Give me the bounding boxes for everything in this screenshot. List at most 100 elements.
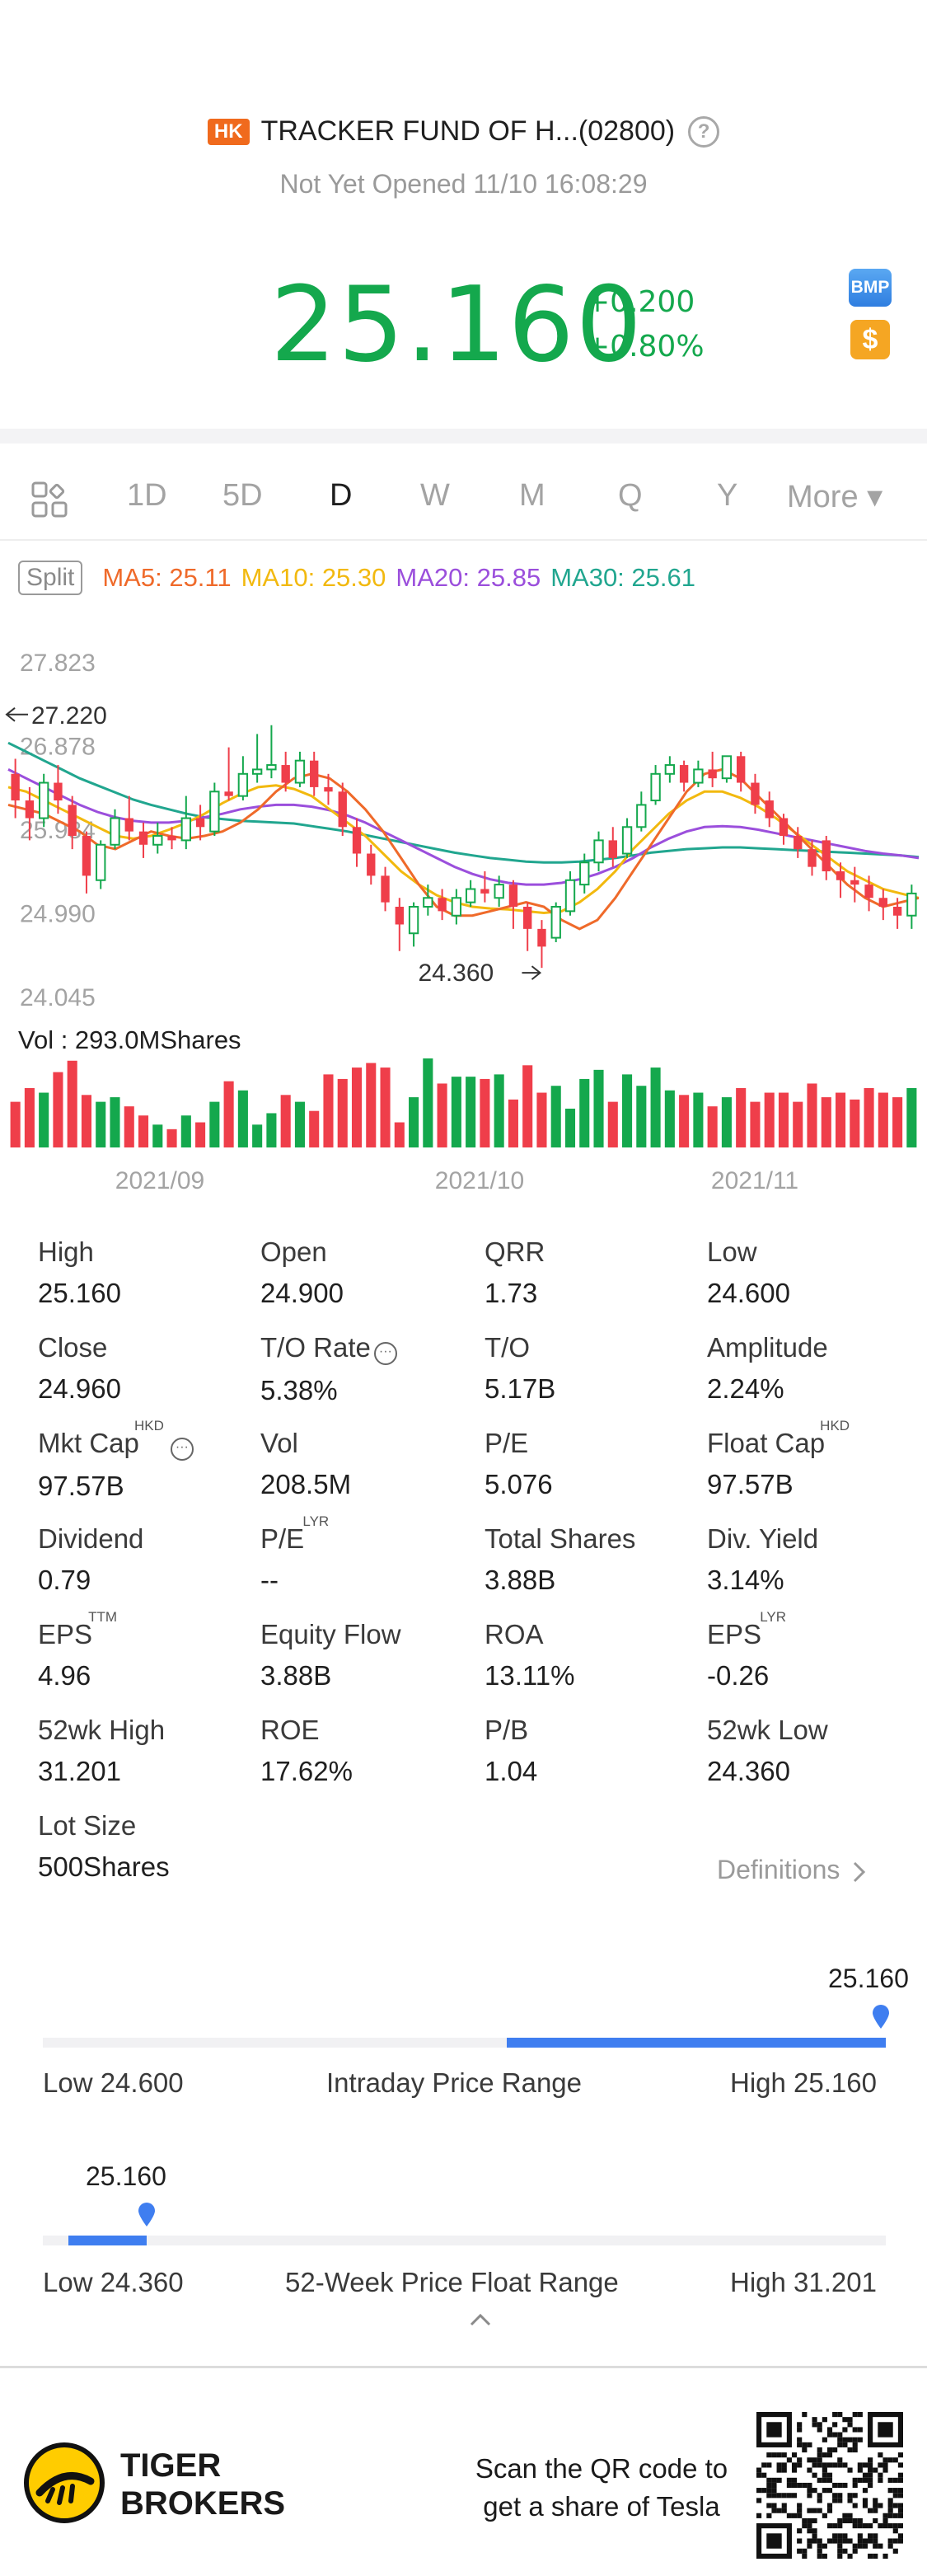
candle-body — [650, 772, 661, 802]
stat-item: Lot Size 500Shares — [38, 1810, 252, 1883]
week52-low-label: Low 24.360 — [43, 2267, 184, 2297]
candle-body — [124, 818, 133, 832]
tab-m[interactable]: M — [519, 478, 545, 513]
tab-5d[interactable]: 5D — [222, 478, 263, 513]
more-info-icon[interactable]: ··· — [373, 1341, 397, 1365]
candle-body — [209, 791, 220, 833]
stat-item: QRR 1.73 — [485, 1236, 699, 1309]
x-axis-label: 2021/09 — [115, 1167, 204, 1194]
candle-body — [737, 756, 746, 783]
candle-body — [54, 782, 63, 801]
low-annotation: 24.360 — [418, 960, 494, 987]
scan-line1: Scan the QR code to — [475, 2453, 728, 2484]
stat-item: Amplitude 2.24% — [707, 1332, 921, 1405]
volume-bar — [152, 1124, 163, 1147]
stat-item: Equity Flow 3.88B — [260, 1619, 475, 1692]
low-marker-arrow — [531, 965, 542, 980]
candle-body — [451, 897, 462, 917]
candle-body — [564, 879, 576, 913]
price-change: +0.200 +0.80% — [585, 280, 705, 369]
stat-label: P/E — [485, 1428, 529, 1458]
candle-body — [892, 906, 902, 916]
stat-item: Total Shares 3.88B — [485, 1523, 699, 1596]
stat-item: Vol 208.5M — [260, 1428, 475, 1500]
stat-value: 3.14% — [707, 1565, 784, 1595]
candle-body — [693, 768, 704, 784]
stock-title[interactable]: TRACKER FUND OF H...(02800) — [260, 115, 676, 147]
stat-value: 97.57B — [38, 1470, 124, 1501]
chevron-up-icon[interactable] — [470, 2313, 491, 2326]
volume-bar — [664, 1090, 675, 1147]
stat-label: Float Cap HKD — [707, 1418, 850, 1458]
candle-body — [523, 906, 532, 929]
stat-item: Float Cap HKD 97.57B — [707, 1418, 921, 1500]
tab-y[interactable]: Y — [717, 478, 738, 513]
candle-body — [237, 772, 249, 797]
volume-bar — [508, 1099, 518, 1147]
stat-label: Open — [260, 1236, 327, 1267]
stat-value: 2.24% — [707, 1373, 784, 1404]
intraday-low-label: Low 24.600 — [43, 2067, 184, 2098]
candlestick-chart[interactable]: 27.82326.87825.93424.99024.04527.22024.3… — [0, 610, 927, 1204]
volume-bar — [81, 1095, 92, 1147]
stat-label: Dividend — [38, 1523, 144, 1554]
candle-body — [779, 818, 789, 837]
volume-bar — [437, 1083, 447, 1147]
candle-body — [608, 840, 617, 858]
tab-w[interactable]: W — [420, 478, 450, 513]
candle-body — [906, 892, 917, 917]
candle-body — [664, 764, 676, 775]
qr-code-icon[interactable] — [756, 2412, 903, 2559]
stat-value: 97.57B — [707, 1469, 794, 1499]
stat-item: EPS LYR -0.26 — [707, 1609, 921, 1692]
y-tick-label: 26.878 — [20, 734, 96, 761]
volume-bar — [266, 1113, 277, 1147]
definitions-link[interactable]: Definitions — [717, 1855, 867, 1885]
more-info-icon[interactable]: ··· — [170, 1437, 194, 1461]
bmp-icon[interactable]: BMP — [849, 269, 892, 307]
split-button[interactable]: Split — [18, 561, 83, 595]
volume-bar — [579, 1078, 590, 1147]
candle-body — [281, 765, 290, 783]
stat-label: T/O Rate — [260, 1332, 371, 1363]
y-tick-label: 24.045 — [20, 984, 96, 1011]
tab-more[interactable]: More ▾ — [787, 480, 883, 514]
intraday-title: Intraday Price Range — [326, 2067, 583, 2098]
quote-header: HK TRACKER FUND OF H...(02800) ? Not Yet… — [0, 0, 927, 429]
stat-value: 5.17B — [485, 1373, 556, 1404]
dollar-icon[interactable]: $ — [850, 320, 890, 359]
volume-bar — [110, 1097, 120, 1147]
tab-q[interactable]: Q — [618, 478, 643, 513]
volume-bar — [351, 1067, 363, 1147]
help-icon[interactable]: ? — [688, 115, 720, 148]
volume-bar — [53, 1072, 63, 1147]
volume-bar — [650, 1067, 661, 1147]
stat-label: Lot Size — [38, 1810, 137, 1841]
stat-unit-superscript: TTM — [88, 1609, 118, 1625]
candle-body — [395, 906, 404, 925]
volume-bar — [564, 1108, 576, 1147]
layout-grid-icon[interactable] — [30, 480, 69, 519]
candle-body — [438, 898, 447, 912]
week52-track — [43, 2236, 886, 2245]
candle-body — [808, 849, 817, 867]
stat-label: Equity Flow — [260, 1619, 401, 1649]
stat-unit-superscript: LYR — [302, 1513, 330, 1529]
intraday-marker-icon — [873, 2005, 889, 2029]
tab-1d[interactable]: 1D — [127, 478, 167, 513]
stat-value: 25.160 — [38, 1278, 121, 1308]
volume-bar — [280, 1095, 291, 1147]
tabs-divider — [0, 539, 927, 541]
change-value: +0.200 — [585, 285, 695, 319]
stat-label: P/E LYR — [260, 1513, 330, 1554]
volume-bar — [778, 1092, 789, 1147]
ma20-line — [7, 768, 920, 886]
volume-bar — [593, 1069, 604, 1147]
stat-item: Open 24.900 — [260, 1236, 475, 1309]
ma10-label: MA10: 25.30 — [241, 563, 386, 592]
ma30-label: MA30: 25.61 — [550, 563, 695, 592]
tab-d[interactable]: D — [330, 478, 353, 513]
volume-bar — [750, 1101, 761, 1147]
stat-value: 1.04 — [485, 1756, 538, 1786]
stat-value: 17.62% — [260, 1756, 353, 1786]
